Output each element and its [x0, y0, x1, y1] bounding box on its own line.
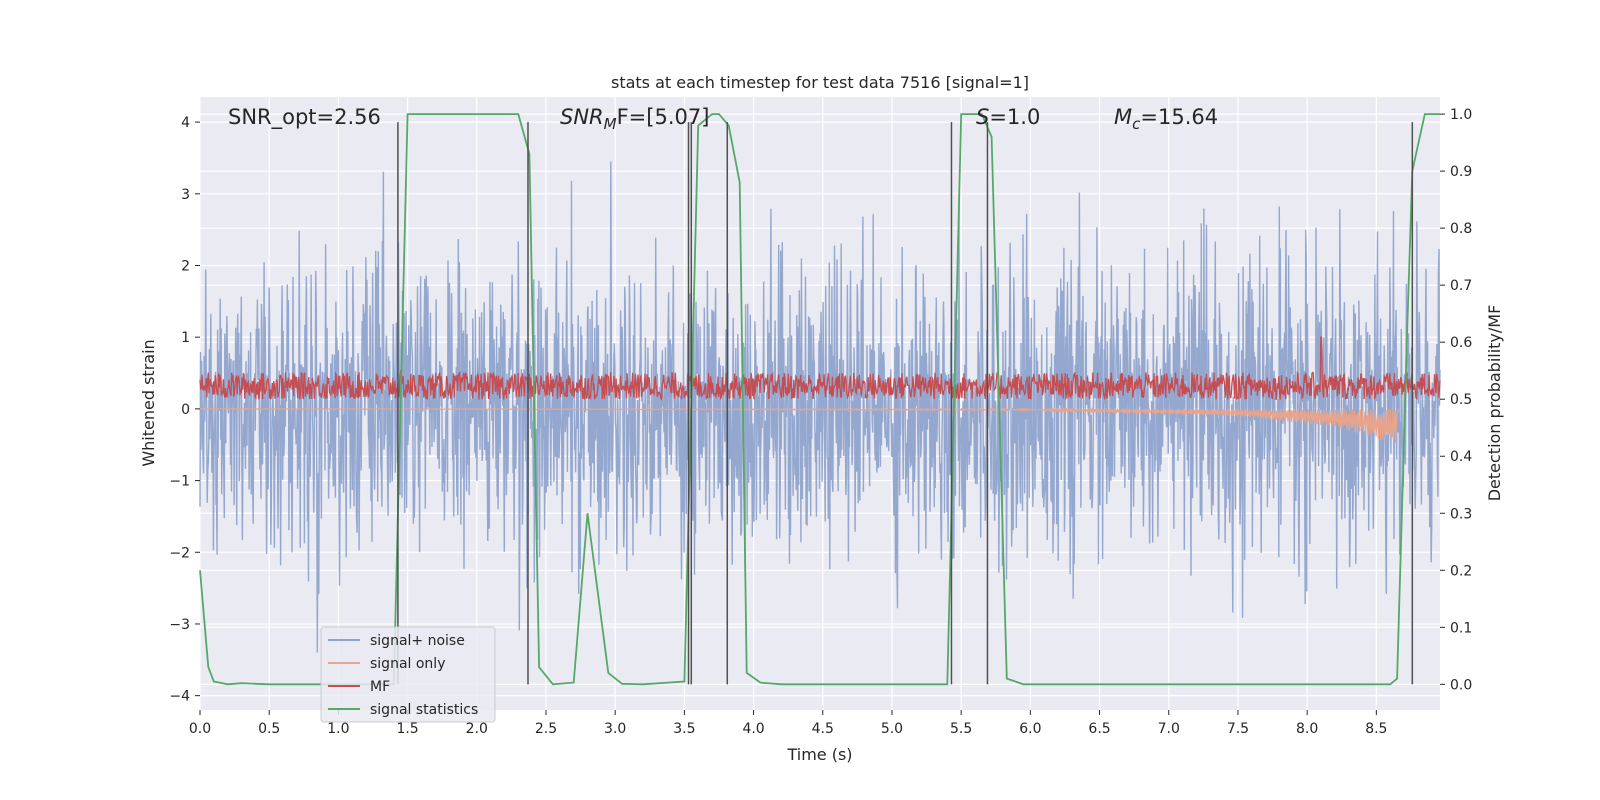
- x-tick-label: 4.0: [742, 721, 764, 737]
- y-right-tick-label: 0.0: [1450, 677, 1472, 693]
- axes: 0.0 0.5 1.0 1.5 2.0 2.5 3.0 3.5 4.0 4.5 5.0 5.5 6.0 6…: [169, 107, 1472, 737]
- y-left-tick-label: 4: [181, 115, 190, 131]
- annotation-mc: Mc=15.64: [1114, 105, 1218, 133]
- annotation-snr-mf: SNRMF=[5.07]: [560, 105, 709, 133]
- x-tick-label: 2.0: [466, 721, 488, 737]
- x-tick-label: 3.5: [673, 721, 695, 737]
- y-left-tick-label: −2: [169, 545, 190, 561]
- y-left-tick-label: −1: [169, 474, 190, 490]
- x-tick-label: 2.5: [535, 721, 557, 737]
- legend-label-signal-noise: signal+ noise: [370, 633, 465, 649]
- annotation-snr-opt: SNR_opt=2.56: [228, 105, 381, 130]
- y-left-tick-label: 1: [181, 330, 190, 346]
- y-right-tick-label: 0.9: [1450, 164, 1472, 180]
- annotation-s: S=1.0: [976, 105, 1040, 129]
- y-right-tick-label: 0.7: [1450, 278, 1472, 294]
- y-right-tick-label: 0.3: [1450, 506, 1472, 522]
- legend-box: [320, 626, 496, 723]
- legend-label-signal-statistics: signal statistics: [370, 702, 478, 718]
- y-right-tick-label: 0.1: [1450, 620, 1472, 636]
- y-right-tick-label: 0.2: [1450, 563, 1472, 579]
- s-var: S: [976, 105, 989, 129]
- x-tick-label: 3.0: [604, 721, 626, 737]
- legend-label-mf: MF: [370, 679, 390, 695]
- mc-sub: c: [1132, 115, 1141, 133]
- y-left-tick-label: 0: [181, 402, 190, 418]
- s-rest: =1.0: [989, 105, 1040, 129]
- series-mf: [199, 336, 1441, 402]
- x-tick-label: 7.5: [1227, 721, 1249, 737]
- chart-title: stats at each timestep for test data 751…: [611, 73, 1029, 92]
- y-right-tick-label: 1.0: [1450, 107, 1472, 123]
- x-tick-label: 7.0: [1158, 721, 1180, 737]
- x-tick-label: 1.5: [396, 721, 418, 737]
- y-left-tick-label: −3: [169, 617, 190, 633]
- x-tick-label: 0.5: [258, 721, 280, 737]
- y-axis-label-right: Detection probability/MF: [1485, 305, 1504, 502]
- y-right-tick-label: 0.8: [1450, 221, 1472, 237]
- mc-rest: =15.64: [1140, 105, 1218, 129]
- x-axis-label: Time (s): [786, 745, 852, 764]
- x-tick-label: 8.5: [1365, 721, 1387, 737]
- y-right-tick-label: 0.5: [1450, 392, 1472, 408]
- x-tick-label: 6.5: [1088, 721, 1110, 737]
- x-tick-label: 5.0: [881, 721, 903, 737]
- y-axis-label-left: Whitened strain: [139, 339, 158, 466]
- x-tick-label: 5.5: [950, 721, 972, 737]
- snr-mf-rest: F=[5.07]: [617, 105, 710, 129]
- legend-label-signal-only: signal only: [370, 656, 445, 672]
- x-tick-label: 8.0: [1296, 721, 1318, 737]
- x-tick-label: 4.5: [812, 721, 834, 737]
- y-right-tick-label: 0.6: [1450, 335, 1472, 351]
- y-left-tick-label: 2: [181, 258, 190, 274]
- snr-mf-base: SNR: [560, 105, 604, 129]
- x-tick-label: 1.0: [327, 721, 349, 737]
- series-signal-noise: [199, 161, 1441, 653]
- y-left-tick-label: −4: [169, 689, 190, 705]
- vertical-markers: [397, 122, 1414, 685]
- plot-area: [199, 113, 1441, 686]
- x-tick-label: 0.0: [189, 721, 211, 737]
- mc-base: M: [1114, 105, 1132, 129]
- y-right-tick-label: 0.4: [1450, 449, 1472, 465]
- legend: signal+ noise signal only MF signal stat…: [320, 626, 496, 723]
- snr-mf-sub: M: [604, 115, 617, 133]
- x-tick-label: 6.0: [1019, 721, 1041, 737]
- y-left-tick-label: 3: [181, 187, 190, 203]
